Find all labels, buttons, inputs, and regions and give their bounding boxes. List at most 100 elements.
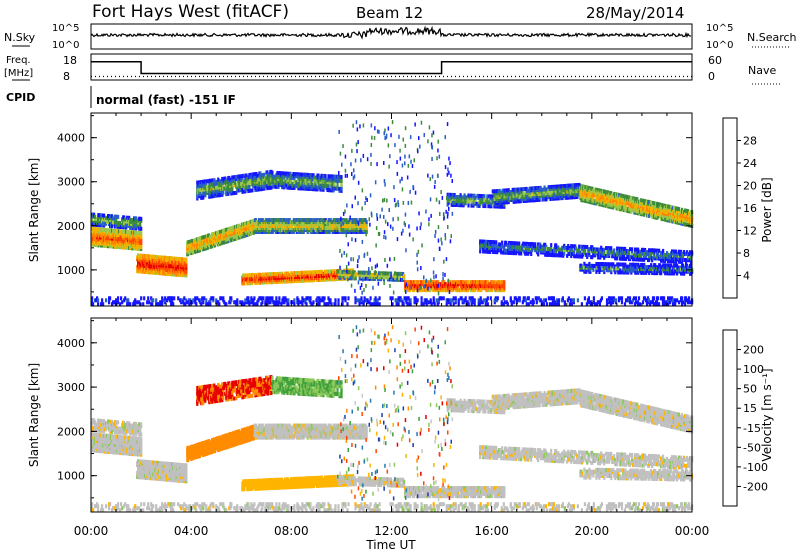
power-cell [486,194,489,199]
nsky-trace [90,25,692,40]
power-cell [340,175,343,180]
power-cell [211,178,214,183]
power-cell [365,220,368,225]
power-cell [221,176,224,181]
power-cell [246,185,249,190]
power-cell [258,181,261,186]
power-cell [123,215,126,220]
power-cell [576,193,579,197]
power-cell [111,214,114,219]
power-cell [429,288,432,293]
power-cell [479,249,482,254]
power-cell [330,220,333,225]
power-cell [279,171,282,176]
power-cell [282,171,285,176]
power-cell [367,270,370,275]
power-cell [451,192,454,197]
nsky-noise-line [90,25,692,40]
power-cell [493,280,496,285]
power-cell [326,178,329,183]
power-cell [216,181,219,186]
power-cell [487,204,490,209]
power-cell [140,259,143,264]
power-cell [287,181,290,186]
nsearch-tick-top: 10^5 [706,23,733,34]
power-cell [173,256,176,261]
power-cell [111,224,114,229]
power-cell [209,178,212,183]
nsearch-label: N.Search [747,31,797,44]
power-cell [455,203,458,207]
power-cell [467,203,470,208]
power-cell [484,245,487,250]
power-cell [289,171,292,176]
power-cell [302,176,305,181]
power-cell [516,241,519,246]
power-cell [673,205,676,210]
power-cell [482,247,485,252]
power-cell [100,217,103,222]
power-cell [268,218,271,223]
freq-label-line2: [MHz] [4,68,33,79]
power-cell [351,274,354,279]
power-cell [255,181,258,186]
power-cell [256,278,259,283]
power-cell [520,251,523,256]
power-cell [505,248,508,253]
power-cell [467,280,470,285]
power-cell [254,178,257,183]
freq-frame [90,53,693,81]
power-cell [224,186,227,191]
power-cell [140,216,143,221]
power-cell [355,272,358,277]
power-cell [356,220,359,225]
power-cell [584,199,587,203]
power-cell [124,217,127,222]
power-cell [244,179,247,184]
power-cell [234,181,237,185]
power-cell [117,214,120,219]
power-cell [630,195,633,200]
power-cell [246,177,249,182]
power-cell [351,270,354,275]
power-cell [545,187,548,192]
power-cell [571,195,574,200]
power-cell [324,174,327,178]
power-cell [271,170,274,175]
power-cell [247,181,250,186]
power-cell [488,200,491,205]
nsky-panel: N.Sky 10^5 10^0 10^5 10^0 N.Search [4,23,797,51]
date-label: 28/May/2014 [586,4,684,22]
power-cell [320,218,323,223]
power-cell [501,240,504,245]
power-cell [304,178,307,183]
power-cell [211,192,214,197]
power-cell [244,227,247,232]
power-cell [269,179,272,184]
power-cell [103,213,106,218]
power-cell [128,215,131,220]
power-cell [338,186,341,191]
power-cell [497,280,500,285]
power-cell [191,238,194,243]
power-cell [491,280,494,285]
power-cell [240,178,243,183]
power-cell [199,188,202,193]
power-cell [204,191,207,196]
power-cell [520,187,523,192]
power-cell [229,181,232,186]
power-cell [503,280,506,285]
nave-tick-high: 60 [708,54,722,67]
power-cell [462,201,465,206]
power-cell [235,174,238,179]
power-cell [267,172,270,177]
power-cell [485,239,488,244]
power-cell [359,270,362,275]
freq-tick-high: 18 [63,54,77,67]
power-cell [259,272,262,277]
power-cell [218,181,221,186]
power-cell [203,235,206,239]
beam-label: Beam 12 [356,4,423,22]
